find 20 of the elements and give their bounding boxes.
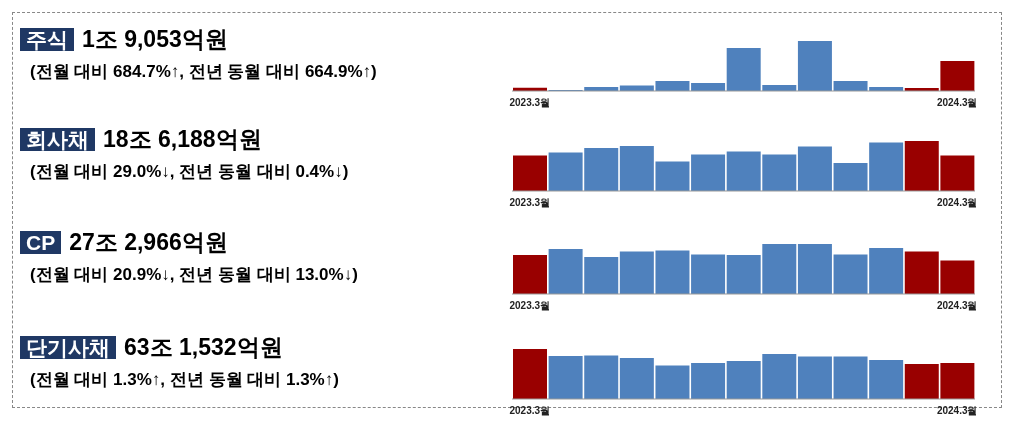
text: (전월 대비 29.0%↓, 전년 동월 대비 0.4%↓) [30,161,349,183]
text: (전월 대비 1.3%↑, 전년 동월 대비 1.3%↑) [30,369,339,391]
text: 주식 [20,28,74,51]
text: (전월 대비 684.7%↑, 전년 동월 대비 664.9%↑) [30,61,377,83]
text: 1조 9,053억원 [82,26,228,52]
x-tick-label: 2023.3월 [509,300,551,312]
x-tick-label: 2023.3월 [509,405,551,417]
x-tick-label: 2023.3월 [509,97,551,109]
x-tick-label: 2024.3월 [936,300,978,312]
text: 27조 2,966억원 [69,229,228,255]
text: 63조 1,532억원 [124,334,283,360]
text: 단기사채 [20,336,116,359]
x-tick-label: 2024.3월 [936,197,978,209]
text: 18조 6,188억원 [103,126,262,152]
text: (전월 대비 20.9%↓, 전년 동월 대비 13.0%↓) [30,264,358,286]
text: 회사채 [20,128,95,151]
x-tick-label: 2024.3월 [936,405,978,417]
x-tick-label: 2024.3월 [936,97,978,109]
text: CP [20,231,62,254]
x-tick-label: 2023.3월 [509,197,551,209]
